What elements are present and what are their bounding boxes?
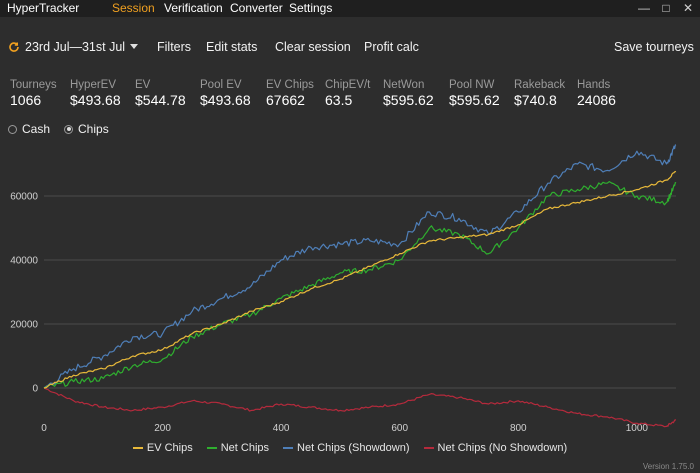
save-tourneys-button[interactable]: Save tourneys [614,40,694,54]
version-label: Version 1.75.0 [642,462,694,471]
stat-label: NetWon [383,79,425,91]
date-range-label: 23rd Jul—31st Jul [25,40,126,54]
y-tick-label: 20000 [10,320,38,331]
legend-item[interactable]: Net Chips [206,441,270,455]
legend-swatch [132,447,143,449]
stat-tourneys: Tourneys 1066 [10,78,57,108]
date-range-selector[interactable]: 23rd Jul—31st Jul [8,40,139,54]
chart-area: 0 20000 40000 60000 0 200 400 600 800 1000 [0,140,700,440]
radio-button-icon[interactable] [64,124,74,134]
legend-label: EV Chips [146,442,193,454]
stat-label: ChipEV/t [325,79,371,91]
stat-pool-ev: Pool EV $493.68 [200,78,251,108]
stat-hyperev: HyperEV $493.68 [70,78,121,108]
stats-row: Tourneys 1066 HyperEV $493.68 EV $544.78… [0,78,700,112]
radio-label: Cash [22,122,51,136]
y-tick-label: 0 [32,384,38,395]
menu-converter[interactable]: Converter [230,1,283,15]
minimize-icon[interactable]: — [638,1,650,15]
chips-line-chart: 0 20000 40000 60000 0 200 400 600 800 1000 [10,144,677,434]
clear-session-button[interactable]: Clear session [275,40,351,54]
stat-label: Rakeback [514,79,566,91]
stat-label: Tourneys [10,79,57,91]
refresh-icon [9,42,19,52]
stat-value: $595.62 [383,92,434,108]
stat-value: $740.8 [514,92,557,108]
legend-swatch [206,447,217,449]
menu-verification[interactable]: Verification [164,1,223,15]
stat-value: 63.5 [325,92,353,108]
legend-swatch [423,447,434,449]
x-tick-label: 1000 [626,423,649,434]
stat-value: $493.68 [70,92,121,108]
edit-stats-button[interactable]: Edit stats [206,40,258,54]
x-tick-label: 600 [391,423,408,434]
profit-calc-button[interactable]: Profit calc [364,40,419,54]
radio-button-icon[interactable] [8,124,17,134]
session-toolbar: 23rd Jul—31st Jul Filters Edit stats Cle… [0,36,700,58]
title-bar: HyperTracker Session Verification Conver… [0,0,700,17]
menu-session[interactable]: Session [112,1,155,15]
stat-value: $544.78 [135,92,186,108]
radio-chips[interactable]: Chips [64,122,109,136]
legend-label: Net Chips (No Showdown) [437,442,568,454]
radio-cash[interactable]: Cash [8,122,50,136]
menu-settings[interactable]: Settings [289,1,333,15]
mode-radio-group: Cash Chips [8,122,109,136]
stat-label: Pool EV [200,79,242,91]
legend-item[interactable]: Net Chips (No Showdown) [423,441,568,455]
chart-legend: EV Chips Net Chips Net Chips (Showdown) Net… [0,441,700,455]
stat-value: $595.62 [449,92,500,108]
y-tick-label: 60000 [10,192,38,203]
chevron-down-icon [130,44,139,49]
legend-swatch [283,447,294,449]
filters-button[interactable]: Filters [157,40,192,54]
maximize-icon[interactable]: □ [662,1,670,15]
x-tick-label: 800 [510,423,527,434]
stat-netwon: NetWon $595.62 [383,78,434,108]
close-icon[interactable]: ✕ [682,1,694,15]
stat-label: EV [135,79,151,91]
y-tick-label: 40000 [10,256,38,267]
stat-value: 24086 [577,92,616,108]
x-tick-label: 400 [273,423,290,434]
series-line-ev-chips [43,170,677,389]
stat-ev-chips: EV Chips 67662 [266,78,314,108]
radio-label: Chips [78,122,109,136]
stat-value: 67662 [266,92,305,108]
stat-label: EV Chips [266,79,314,91]
app-title: HyperTracker [7,1,80,15]
series-line-net-chips [43,180,677,389]
legend-label: Net Chips (Showdown) [297,442,410,454]
x-tick-label: 0 [41,423,47,434]
stat-rakeback: Rakeback $740.8 [514,78,565,108]
x-tick-label: 200 [154,423,171,434]
stat-pool-nw: Pool NW $595.62 [449,78,500,108]
legend-label: Net Chips [220,442,270,454]
stat-value: $493.68 [200,92,251,108]
series-line-net-chips-showdown [43,144,677,389]
stat-label: Hands [577,79,611,91]
legend-item[interactable]: Net Chips (Showdown) [283,441,410,455]
stat-value: 1066 [10,92,42,108]
legend-item[interactable]: EV Chips [132,441,193,455]
stat-hands: Hands 24086 [577,78,616,108]
stat-ev: EV $544.78 [135,78,186,108]
series-line-net-chips-no-showdown [43,387,677,428]
stat-chipev-per-tourney: ChipEV/t 63.5 [325,78,370,108]
stat-label: Pool NW [449,79,495,91]
stat-label: HyperEV [70,79,117,91]
